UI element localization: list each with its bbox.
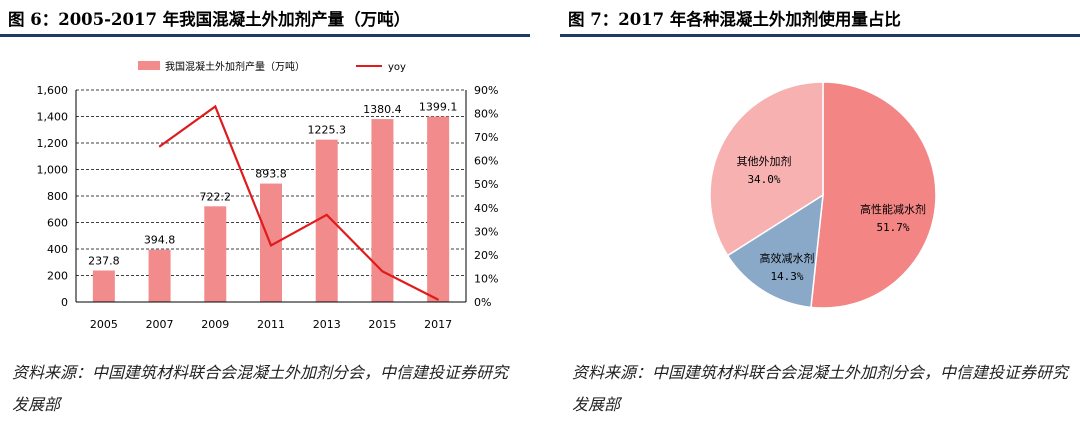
bar-2017 xyxy=(427,116,450,302)
bar-2013 xyxy=(315,139,338,302)
right-figure-panel: 图 7：2017 年各种混凝土外加剂使用量占比 高性能减水剂 51.7% 高效减水剂… xyxy=(560,0,1080,421)
y-tick-label: 600 xyxy=(47,217,68,230)
y2-tick-label: 60% xyxy=(474,155,498,168)
left-figure-panel: 图 6：2005-2017 年我国混凝土外加剂产量（万吨） 0 200 400 600… xyxy=(0,0,530,421)
bar-value-label: 1380.4 xyxy=(363,103,402,116)
bar-value-label: 1399.1 xyxy=(419,101,458,114)
yoy-point xyxy=(381,270,384,273)
y-tick-label: 800 xyxy=(47,190,68,203)
x-tick-label: 2011 xyxy=(257,318,285,331)
legend-line-label: yoy xyxy=(388,62,406,73)
y2-tick-label: 30% xyxy=(474,225,498,238)
y-tick-label: 1,000 xyxy=(37,164,69,177)
y-tick-label: 1,200 xyxy=(37,137,69,150)
y2-tick-label: 90% xyxy=(474,84,498,97)
yoy-line xyxy=(158,104,439,301)
legend-bar-swatch xyxy=(138,61,160,70)
x-tick-label: 2009 xyxy=(201,318,229,331)
x-tick-label: 2013 xyxy=(313,318,341,331)
admixture-share-pie-chart: 高性能减水剂 51.7% 高效减水剂 14.3% 其他外加剂 34.0% xyxy=(709,81,937,309)
y-tick-label: 200 xyxy=(47,270,68,283)
pie-slice-value: 34.0% xyxy=(747,173,780,186)
bar-2005 xyxy=(92,270,115,302)
pie-slice-value: 14.3% xyxy=(770,270,803,283)
pie-slice xyxy=(709,81,824,257)
figure-7-title: 图 7：2017 年各种混凝土外加剂使用量占比 xyxy=(568,10,901,29)
title-rule xyxy=(0,34,530,37)
y2-tick-label: 10% xyxy=(474,272,498,285)
y2-tick-label: 40% xyxy=(474,202,498,215)
bar-value-label: 1225.3 xyxy=(307,124,346,137)
bar-2007 xyxy=(148,249,171,302)
y-tick-label: 400 xyxy=(47,243,68,256)
y-tick-label: 1,600 xyxy=(37,84,69,97)
yoy-point xyxy=(214,105,217,108)
x-tick-label: 2007 xyxy=(146,318,174,331)
x-tick-label: 2017 xyxy=(424,318,452,331)
y-tick-label: 1,400 xyxy=(37,111,69,124)
bar-2009 xyxy=(204,206,227,302)
bar-2015 xyxy=(371,119,394,302)
y2-tick-label: 80% xyxy=(474,108,498,121)
y2-tick-label: 50% xyxy=(474,178,498,191)
pie-slice-value: 51.7% xyxy=(876,221,909,234)
y2-tick-label: 0% xyxy=(474,296,491,309)
pie-slice xyxy=(810,81,937,309)
x-tick-label: 2005 xyxy=(90,318,118,331)
yoy-point xyxy=(270,244,272,247)
figure-6-title: 图 6：2005-2017 年我国混凝土外加剂产量（万吨） xyxy=(8,10,411,29)
figure-6-source: 资料来源：中国建筑材料联合会混凝土外加剂分会，中信建投证券研究发展部 xyxy=(12,363,509,414)
pie-slice-label: 其他外加剂 xyxy=(737,154,792,168)
yoy-point xyxy=(158,145,161,148)
production-bar-line-chart: 0 200 400 600 800 1,000 1,200 1,400 1,600 0% 10% 20… xyxy=(37,60,499,331)
title-rule xyxy=(560,34,1080,37)
pie-slice xyxy=(726,193,824,309)
bar-value-label: 893.8 xyxy=(255,168,287,181)
pie-slice-label: 高效减水剂 xyxy=(760,251,815,265)
bar-value-label: 722.2 xyxy=(200,190,232,203)
y2-tick-label: 70% xyxy=(474,131,498,144)
pie-slice-label: 高性能减水剂 xyxy=(860,202,926,216)
x-tick-label: 2015 xyxy=(368,318,396,331)
y-tick-label: 0 xyxy=(61,296,68,309)
figure-7-source: 资料来源：中国建筑材料联合会混凝土外加剂分会，中信建投证券研究发展部 xyxy=(572,363,1069,414)
yoy-point xyxy=(325,214,328,216)
bar-value-label: 237.8 xyxy=(88,254,120,267)
yoy-point xyxy=(437,298,439,301)
y2-tick-label: 20% xyxy=(474,249,498,262)
legend-bar-label: 我国混凝土外加剂产量（万吨） xyxy=(165,60,305,73)
bar-value-label: 394.8 xyxy=(144,234,176,247)
